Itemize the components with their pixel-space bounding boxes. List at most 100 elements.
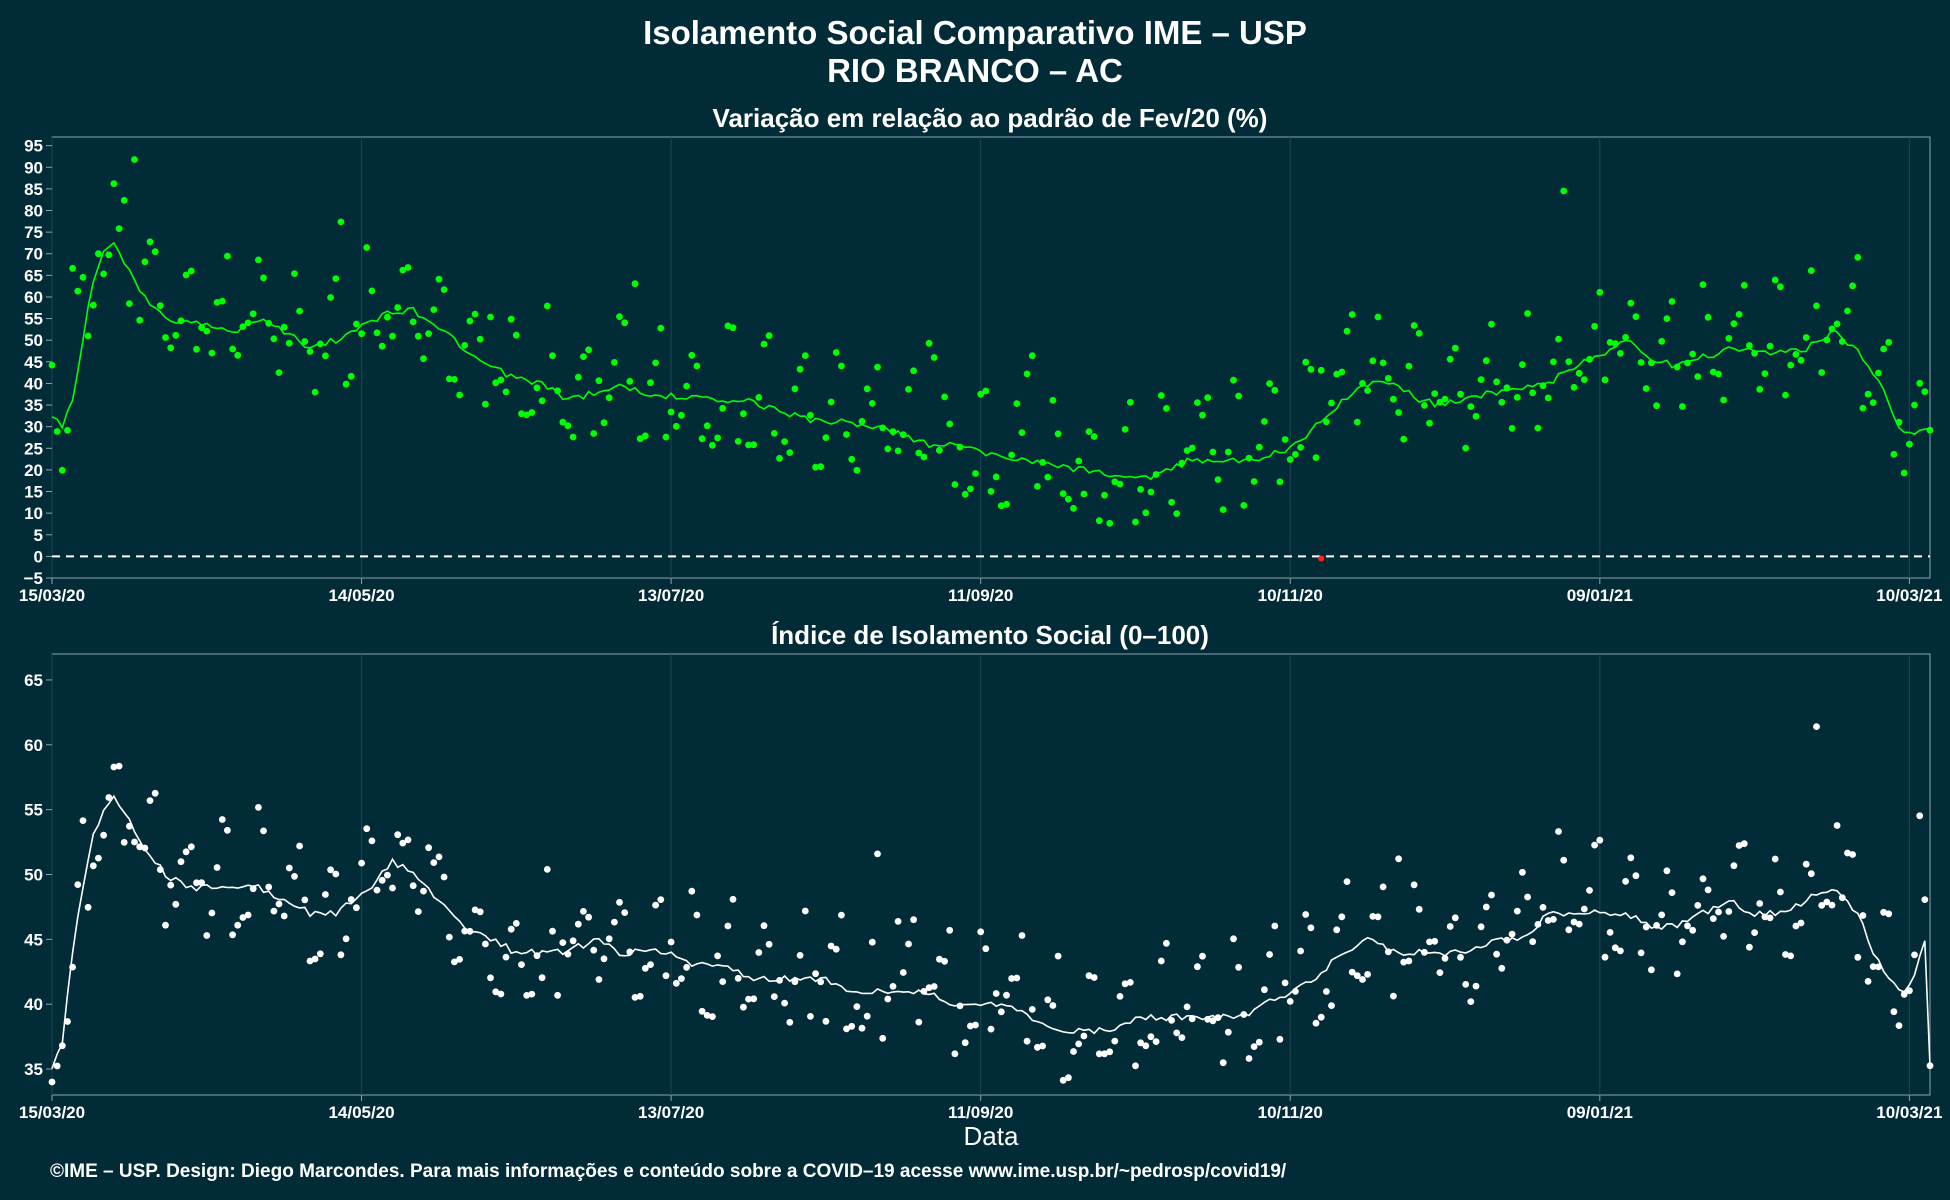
data-point	[1085, 428, 1093, 435]
data-point	[879, 1034, 887, 1042]
data-point	[1890, 450, 1898, 458]
data-point	[1570, 918, 1578, 926]
data-point	[1854, 953, 1862, 961]
y-tick-label: 50	[24, 866, 43, 885]
data-point	[1059, 1076, 1067, 1084]
data-point	[1565, 358, 1573, 366]
data-point	[1219, 1059, 1227, 1067]
data-point	[755, 394, 763, 401]
data-point	[946, 420, 954, 428]
data-point	[549, 352, 556, 360]
data-point	[817, 978, 825, 986]
data-point	[1673, 970, 1681, 978]
data-point	[1802, 860, 1810, 868]
data-point	[678, 411, 685, 419]
data-point	[936, 446, 943, 454]
data-point	[48, 1078, 56, 1086]
y-tick-label: 55	[24, 310, 43, 329]
variation-panel: Variação em relação ao padrão de Fev/20 …	[19, 103, 1943, 605]
data-point	[1519, 868, 1526, 876]
data-point	[1777, 888, 1784, 896]
data-point	[698, 1007, 706, 1015]
x-tick-label: 13/07/20	[638, 1103, 704, 1122]
data-point	[817, 463, 825, 470]
data-point	[1034, 1043, 1041, 1051]
data-point	[1194, 963, 1201, 971]
data-point	[296, 842, 303, 850]
data-point	[224, 252, 231, 260]
data-point	[198, 879, 206, 886]
data-point	[1292, 451, 1299, 458]
data-point	[740, 410, 747, 418]
data-point	[899, 969, 907, 976]
data-point	[1849, 851, 1856, 858]
data-point	[337, 218, 345, 226]
data-point	[1689, 926, 1697, 934]
data-point	[461, 342, 469, 349]
data-point	[1524, 310, 1531, 317]
data-point	[1570, 383, 1578, 391]
data-point	[1771, 855, 1779, 863]
data-point	[1090, 974, 1098, 981]
data-point	[1328, 399, 1335, 407]
data-point	[404, 836, 412, 844]
data-point	[156, 302, 164, 310]
footer-credit: ©IME – USP. Design: Diego Marcondes. Par…	[50, 1161, 1287, 1182]
data-point	[445, 375, 453, 383]
data-point	[394, 304, 402, 311]
data-point	[1395, 409, 1402, 416]
x-tick-label: 10/03/21	[1876, 1103, 1942, 1122]
data-point	[1173, 510, 1181, 517]
y-tick-label: 65	[24, 266, 43, 285]
data-point	[1353, 418, 1361, 426]
data-point	[353, 904, 360, 912]
data-point	[1508, 930, 1516, 938]
data-point	[611, 359, 618, 366]
data-point	[1307, 365, 1315, 373]
data-point	[868, 400, 876, 407]
variation-panel-title: Variação em relação ao padrão de Fev/20 …	[713, 103, 1268, 133]
data-point	[167, 881, 175, 889]
data-point	[967, 1022, 974, 1030]
data-point	[936, 955, 943, 963]
data-point	[255, 804, 262, 811]
data-point	[342, 380, 350, 388]
data-point	[203, 932, 211, 939]
data-point	[1431, 937, 1439, 945]
data-point	[1302, 911, 1310, 918]
data-point	[1488, 891, 1495, 899]
data-point	[1746, 943, 1753, 951]
data-point	[1224, 448, 1232, 456]
data-point	[580, 908, 587, 915]
data-point	[1374, 313, 1382, 321]
y-tick-label: 40	[24, 995, 43, 1014]
data-point	[311, 955, 319, 963]
data-point	[1369, 357, 1377, 365]
index-moving-average-line	[51, 794, 1931, 1069]
data-point	[1591, 322, 1598, 330]
data-point	[95, 250, 102, 258]
data-point	[1550, 358, 1557, 366]
data-point	[1565, 926, 1573, 934]
data-point	[662, 972, 670, 980]
data-point	[1833, 320, 1841, 328]
data-point	[1157, 392, 1165, 399]
data-point	[1854, 254, 1862, 261]
data-point	[585, 913, 592, 921]
data-point	[1194, 399, 1201, 406]
data-point	[1885, 910, 1893, 918]
data-point	[662, 433, 670, 441]
data-point	[1034, 483, 1041, 490]
data-point	[1441, 954, 1449, 962]
data-point	[1333, 370, 1341, 378]
data-point	[595, 976, 603, 983]
data-point	[399, 266, 407, 274]
data-point	[89, 301, 97, 309]
data-point	[105, 251, 113, 259]
data-point	[698, 435, 706, 443]
data-point	[1575, 369, 1583, 377]
data-point	[172, 900, 180, 908]
data-point	[1101, 1050, 1108, 1058]
data-point	[409, 318, 417, 326]
data-point	[1637, 949, 1645, 957]
